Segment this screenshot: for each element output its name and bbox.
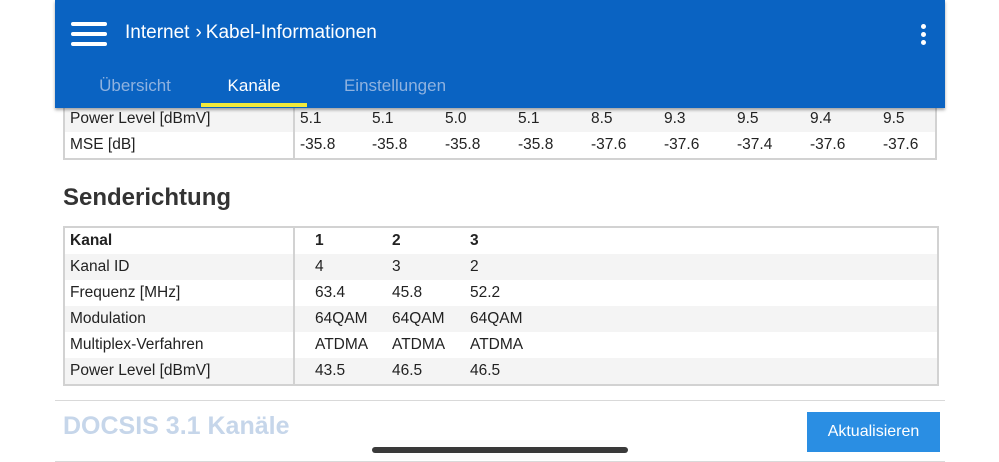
cell: -37.6 bbox=[883, 136, 919, 153]
row-label: Power Level [dBmV] bbox=[64, 358, 295, 385]
filler bbox=[528, 254, 938, 280]
cell: -37.6 bbox=[591, 136, 627, 153]
cell: ATDMA bbox=[315, 336, 369, 353]
section-title-docsis31: DOCSIS 3.1 Kanäle bbox=[63, 412, 290, 440]
cell: 8.5 bbox=[586, 105, 659, 132]
cell: ATDMA bbox=[392, 336, 446, 353]
table-row: Kanal ID 4 3 2 bbox=[64, 254, 938, 280]
cell: 9.5 bbox=[878, 105, 936, 132]
table-row: Power Level [dBmV] 5.1 5.1 5.0 5.1 8.5 9… bbox=[64, 105, 936, 132]
cell: 43.5 bbox=[294, 358, 372, 385]
cell: 9.4 bbox=[805, 105, 878, 132]
cell: 9.3 bbox=[659, 105, 732, 132]
row-label: Power Level [dBmV] bbox=[64, 105, 295, 132]
cell: -35.8 bbox=[372, 136, 408, 153]
cell: 2 bbox=[450, 254, 528, 280]
tab-einstellungen[interactable]: Einstellungen bbox=[343, 76, 447, 95]
cell: ATDMA bbox=[470, 336, 524, 353]
cell: 46.5 bbox=[372, 358, 450, 385]
row-label: Frequenz [MHz] bbox=[64, 280, 295, 306]
downstream-table: Power Level [dBmV] 5.1 5.1 5.0 5.1 8.5 9… bbox=[63, 104, 937, 160]
cell: 45.8 bbox=[392, 284, 423, 301]
cell: 5.1 bbox=[513, 105, 586, 132]
row-label: Multiplex-Verfahren bbox=[64, 332, 295, 358]
cell: -37.4 bbox=[737, 136, 773, 153]
chevron-right-icon: › bbox=[195, 22, 202, 43]
home-indicator[interactable] bbox=[372, 447, 628, 453]
column-header: Kanal bbox=[64, 227, 295, 254]
hamburger-menu-icon[interactable] bbox=[71, 20, 107, 48]
row-label: Modulation bbox=[64, 306, 295, 332]
cell: 4 bbox=[294, 254, 372, 280]
cell: 5.0 bbox=[440, 105, 513, 132]
left-margin bbox=[0, 0, 55, 462]
breadcrumb-internet[interactable]: Internet bbox=[125, 22, 190, 43]
table-row: Multiplex-Verfahren ATDMA ATDMA ATDMA bbox=[64, 332, 938, 358]
cell: 5.1 bbox=[367, 105, 440, 132]
filler bbox=[528, 227, 938, 254]
cell: -35.8 bbox=[445, 136, 481, 153]
cell: -35.8 bbox=[300, 136, 336, 153]
table-header-row: Kanal 1 2 3 bbox=[64, 227, 938, 254]
table-row: Frequenz [MHz] 63.4 45.8 52.2 bbox=[64, 280, 938, 306]
upstream-table: Kanal 1 2 3 Kanal ID 4 3 2 Frequenz [MHz… bbox=[63, 226, 939, 386]
cell: 9.5 bbox=[732, 105, 805, 132]
tab-kanaele[interactable]: Kanäle bbox=[227, 76, 281, 95]
filler bbox=[528, 280, 938, 306]
refresh-button[interactable]: Aktualisieren bbox=[807, 412, 940, 452]
cell: 46.5 bbox=[450, 358, 528, 385]
cell: 5.1 bbox=[294, 105, 367, 132]
row-label: MSE [dB] bbox=[64, 132, 295, 159]
breadcrumb: Internet › Kabel-Informationen bbox=[125, 22, 377, 44]
divider bbox=[55, 400, 945, 401]
cell: 64QAM bbox=[450, 306, 528, 332]
cell: -37.6 bbox=[664, 136, 700, 153]
active-tab-indicator bbox=[201, 103, 307, 107]
breadcrumb-current: Kabel-Informationen bbox=[205, 22, 377, 43]
filler bbox=[528, 332, 938, 358]
cell: 64QAM bbox=[294, 306, 372, 332]
column-header: 1 bbox=[315, 232, 324, 249]
app-header: Internet › Kabel-Informationen Übersicht K… bbox=[55, 0, 945, 108]
cell: -37.6 bbox=[810, 136, 846, 153]
tab-uebersicht[interactable]: Übersicht bbox=[99, 76, 171, 95]
section-title-senderichtung: Senderichtung bbox=[63, 184, 232, 211]
column-header: 3 bbox=[470, 232, 479, 249]
table-row: Modulation 64QAM 64QAM 64QAM bbox=[64, 306, 938, 332]
filler bbox=[528, 306, 938, 332]
cell: 63.4 bbox=[315, 284, 346, 301]
table-row: Power Level [dBmV] 43.5 46.5 46.5 bbox=[64, 358, 938, 385]
cell: 52.2 bbox=[470, 284, 501, 301]
table-row: MSE [dB] -35.8 -35.8 -35.8 -35.8 -37.6 -… bbox=[64, 132, 936, 159]
tab-bar: Übersicht Kanäle Einstellungen bbox=[55, 66, 945, 108]
cell: 64QAM bbox=[372, 306, 450, 332]
cell: -35.8 bbox=[518, 136, 554, 153]
page: Internet › Kabel-Informationen Übersicht K… bbox=[55, 0, 945, 462]
row-label: Kanal ID bbox=[64, 254, 295, 280]
cell: 3 bbox=[372, 254, 450, 280]
column-header: 2 bbox=[392, 232, 401, 249]
filler bbox=[528, 358, 938, 385]
more-options-icon[interactable] bbox=[913, 23, 935, 47]
